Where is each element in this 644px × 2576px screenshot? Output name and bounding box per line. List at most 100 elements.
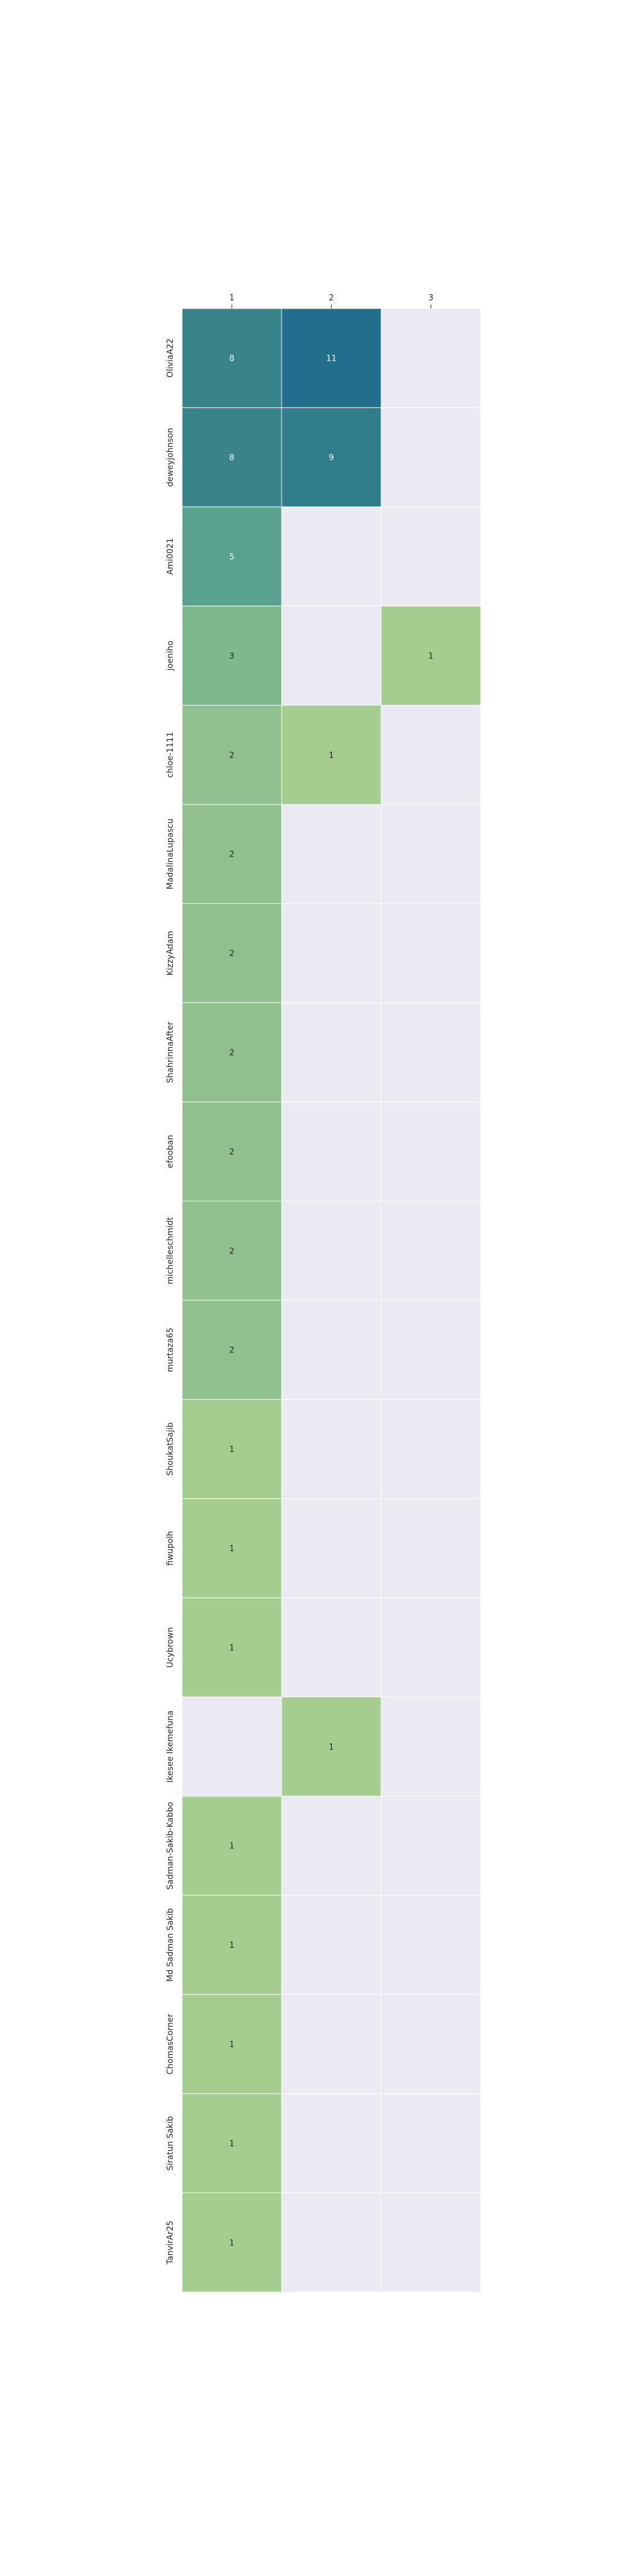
cell-value-label: 1 <box>229 1445 235 1454</box>
heatmap-cell <box>281 1597 382 1698</box>
y-tick-label: Ikesee Ikemefuna <box>166 1711 175 1783</box>
heatmap-cell <box>181 804 282 904</box>
heatmap-cell <box>281 2193 382 2293</box>
heatmap-cell <box>381 1002 481 1102</box>
y-tick-label: efooban <box>166 1135 175 1168</box>
y-tick-label: deweyjohnson <box>166 428 175 487</box>
heatmap-cell <box>281 506 382 607</box>
y-tick-label: murtaza65 <box>166 1328 175 1372</box>
y-tick-label: MadalinaLupascu <box>166 818 175 889</box>
cell-value-label: 2 <box>229 1147 235 1157</box>
heatmap-cell <box>381 605 481 706</box>
y-tick-label: KizzyAdam <box>166 931 175 976</box>
x-tick-label: 3 <box>429 293 434 303</box>
heatmap-cell <box>381 804 481 904</box>
cell-value-label: 1 <box>329 1742 334 1752</box>
y-tick-label: joeniho <box>166 640 175 671</box>
heatmap-cell <box>381 1994 481 2094</box>
heatmap-cell <box>181 1201 282 1301</box>
heatmap-cell <box>381 1498 481 1598</box>
heatmap-cell <box>181 903 282 1003</box>
y-tick-label: chloe-1111 <box>166 732 175 777</box>
heatmap-cell <box>281 1101 382 1202</box>
heatmap-cell <box>381 2093 481 2194</box>
heatmap-cell <box>281 605 382 706</box>
cell-value-label: 1 <box>229 1941 235 1950</box>
heatmap-cell <box>381 407 481 508</box>
heatmap-cell <box>181 1002 282 1102</box>
y-tick-label: Ucybrown <box>166 1627 175 1667</box>
cell-value-label: 1 <box>229 1842 235 1851</box>
heatmap-cell <box>281 1895 382 1995</box>
y-tick-label: Ami0021 <box>166 538 175 575</box>
y-tick-label: OliviaA22 <box>166 338 175 378</box>
cell-value-label: 5 <box>229 553 235 562</box>
heatmap-cell <box>381 1597 481 1698</box>
y-tick-label: TanvirAr25 <box>166 2221 175 2265</box>
cell-value-label: 1 <box>229 2040 235 2050</box>
heatmap-cell <box>281 1697 382 1797</box>
heatmap-cell <box>181 2093 282 2194</box>
heatmap-cell <box>381 1101 481 1202</box>
heatmap-cell <box>281 2093 382 2194</box>
y-axis: OliviaA22 deweyjohnson Ami0021 joeniho chloe… <box>166 338 175 2265</box>
heatmap-cell <box>181 308 282 408</box>
cell-value-label: 1 <box>229 2238 235 2248</box>
heatmap-cell <box>281 1201 382 1301</box>
cell-value-label: 2 <box>229 949 235 958</box>
heatmap-cell <box>281 1002 382 1102</box>
y-tick-label: michelleschmidt <box>166 1217 175 1284</box>
heatmap-cell <box>381 308 481 408</box>
heatmap-cell <box>181 2193 282 2293</box>
x-tick-label: 2 <box>329 293 334 303</box>
cell-value-label: 2 <box>229 751 235 760</box>
heatmap-cell <box>181 705 282 805</box>
cell-value-label: 9 <box>329 453 334 463</box>
heatmap-cell <box>281 903 382 1003</box>
heatmap-cell <box>281 804 382 904</box>
heatmap-cell <box>381 1300 481 1400</box>
cell-value-label: 1 <box>329 751 334 760</box>
cell-value-label: 1 <box>429 652 434 661</box>
heatmap-cell <box>181 1796 282 1896</box>
heatmap-cell <box>381 506 481 607</box>
x-tick-label: 1 <box>229 293 235 303</box>
heatmap-cell <box>381 903 481 1003</box>
heatmap-cell <box>181 1895 282 1995</box>
cell-value-label: 1 <box>229 1643 235 1653</box>
heatmap-cell <box>281 407 382 508</box>
heatmap-cell <box>181 1498 282 1598</box>
heatmap-cell <box>281 1300 382 1400</box>
y-tick-label: ChomasCorner <box>166 2013 175 2074</box>
heatmap-cell <box>181 605 282 706</box>
y-tick-label: Md Sadman Sakib <box>166 1908 175 1982</box>
y-tick-label: ShahrinnaAfter <box>166 1022 175 1083</box>
heatmap-cell <box>381 1895 481 1995</box>
heatmap-cell <box>181 506 282 607</box>
cell-value-label: 2 <box>229 850 235 859</box>
heatmap-cell <box>281 1498 382 1598</box>
heatmap-cell <box>181 407 282 508</box>
heatmap-cell <box>281 1994 382 2094</box>
heatmap-cell <box>381 705 481 805</box>
y-tick-label: fiwupolh <box>166 1531 175 1566</box>
heatmap-cell <box>281 1796 382 1896</box>
y-tick-label: ShoukatSajib <box>166 1422 175 1475</box>
y-tick-label: Sadman-Sakib-Kabbo <box>166 1802 175 1890</box>
cell-value-label: 1 <box>229 1544 235 1554</box>
heatmap-cell <box>381 1697 481 1797</box>
cell-value-label: 2 <box>229 1346 235 1355</box>
heatmap-cell <box>381 2193 481 2293</box>
heatmap-cell <box>381 1796 481 1896</box>
cell-value-label: 8 <box>229 354 235 364</box>
cell-value-label: 1 <box>229 2139 235 2149</box>
heatmap-cell <box>181 1101 282 1202</box>
cell-value-label: 2 <box>229 1049 235 1058</box>
heatmap-cell <box>381 1399 481 1499</box>
y-tick-label: Siratun Sakib <box>166 2116 175 2170</box>
cell-value-label: 2 <box>229 1246 235 1256</box>
cell-value-label: 3 <box>229 652 235 661</box>
heatmap-cell <box>181 1597 282 1698</box>
